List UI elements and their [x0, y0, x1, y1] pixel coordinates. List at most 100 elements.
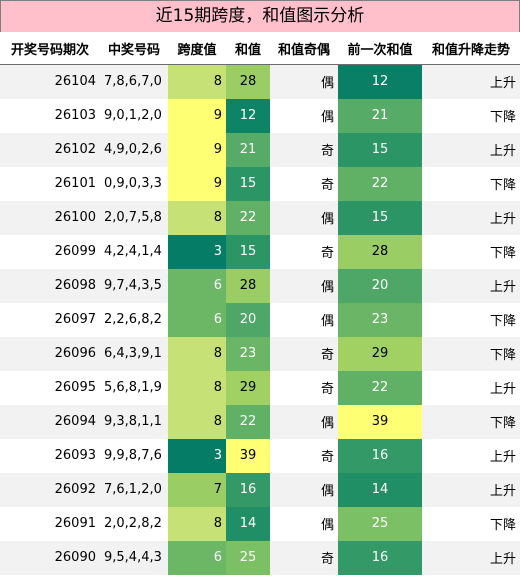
- numbers-cell: 2,2,6,8,2: [100, 302, 168, 337]
- span-cell: 8: [168, 404, 226, 439]
- parity-cell: 偶: [270, 404, 338, 439]
- sum-cell: 29: [226, 370, 270, 405]
- parity-cell: 奇: [270, 438, 338, 473]
- table-body: 26104 7,8,6,7,0 8 28 偶 12 上升 26103 9,0,1,2,0 9 12 偶…: [0, 64, 520, 575]
- parity-cell: 偶: [270, 268, 338, 303]
- table-row: 26104 7,8,6,7,0 8 28 偶 12 上升: [0, 64, 520, 99]
- trend-cell: 上升: [422, 200, 520, 235]
- prev-sum-cell: 22: [338, 166, 422, 201]
- numbers-cell: 2,0,7,5,8: [100, 200, 168, 235]
- prev-sum-cell: 15: [338, 200, 422, 235]
- prev-sum-cell: 15: [338, 132, 422, 167]
- table-row: 26099 4,2,4,1,4 3 15 奇 28 下降: [0, 234, 520, 269]
- table-row: 26093 9,9,8,7,6 3 39 奇 16 上升: [0, 438, 520, 473]
- header-period: 开奖号码期次: [0, 32, 100, 65]
- sum-cell: 28: [226, 268, 270, 303]
- trend-cell: 上升: [422, 540, 520, 575]
- period-cell: 26100: [0, 200, 100, 235]
- span-cell: 8: [168, 506, 226, 541]
- period-cell: 26092: [0, 472, 100, 507]
- prev-sum-cell: 20: [338, 268, 422, 303]
- trend-cell: 上升: [422, 472, 520, 507]
- span-cell: 6: [168, 268, 226, 303]
- table-row: 26097 2,2,6,8,2 6 20 偶 23 下降: [0, 302, 520, 337]
- numbers-cell: 7,8,6,7,0: [100, 64, 168, 99]
- prev-sum-cell: 12: [338, 64, 422, 99]
- table-row: 26092 7,6,1,2,0 7 16 偶 14 上升: [0, 472, 520, 507]
- header-trend: 和值升降走势: [422, 32, 520, 65]
- numbers-cell: 9,0,1,2,0: [100, 98, 168, 133]
- period-cell: 26097: [0, 302, 100, 337]
- period-cell: 26102: [0, 132, 100, 167]
- trend-cell: 下降: [422, 336, 520, 371]
- table-row: 26090 9,5,4,4,3 6 25 奇 16 上升: [0, 540, 520, 575]
- table-row: 26096 6,4,3,9,1 8 23 奇 29 下降: [0, 336, 520, 371]
- period-cell: 26099: [0, 234, 100, 269]
- parity-cell: 偶: [270, 200, 338, 235]
- period-cell: 26101: [0, 166, 100, 201]
- prev-sum-cell: 22: [338, 370, 422, 405]
- table-row: 26098 9,7,4,3,5 6 28 偶 20 上升: [0, 268, 520, 303]
- trend-cell: 上升: [422, 132, 520, 167]
- table-row: 26102 4,9,0,2,6 9 21 奇 15 上升: [0, 132, 520, 167]
- span-cell: 8: [168, 200, 226, 235]
- trend-cell: 上升: [422, 64, 520, 99]
- sum-cell: 15: [226, 166, 270, 201]
- parity-cell: 偶: [270, 506, 338, 541]
- table-row: 26095 5,6,8,1,9 8 29 奇 22 上升: [0, 370, 520, 405]
- parity-cell: 偶: [270, 64, 338, 99]
- header-sum: 和值: [226, 32, 270, 65]
- numbers-cell: 7,6,1,2,0: [100, 472, 168, 507]
- parity-cell: 奇: [270, 234, 338, 269]
- sum-cell: 20: [226, 302, 270, 337]
- period-cell: 26090: [0, 540, 100, 575]
- numbers-cell: 0,9,0,3,3: [100, 166, 168, 201]
- numbers-cell: 9,5,4,4,3: [100, 540, 168, 575]
- sum-cell: 25: [226, 540, 270, 575]
- numbers-cell: 4,2,4,1,4: [100, 234, 168, 269]
- numbers-cell: 9,9,8,7,6: [100, 438, 168, 473]
- prev-sum-cell: 21: [338, 98, 422, 133]
- numbers-cell: 2,0,2,8,2: [100, 506, 168, 541]
- numbers-cell: 5,6,8,1,9: [100, 370, 168, 405]
- span-cell: 9: [168, 132, 226, 167]
- span-cell: 3: [168, 438, 226, 473]
- span-cell: 8: [168, 336, 226, 371]
- table-row: 26100 2,0,7,5,8 8 22 偶 15 上升: [0, 200, 520, 235]
- table-row: 26094 9,3,8,1,1 8 22 偶 39 下降: [0, 404, 520, 439]
- period-cell: 26095: [0, 370, 100, 405]
- header-span: 跨度值: [168, 32, 226, 65]
- header-prev-sum: 前一次和值: [338, 32, 422, 65]
- trend-cell: 上升: [422, 438, 520, 473]
- table-header: 开奖号码期次 中奖号码 跨度值 和值 和值奇偶 前一次和值 和值升降走势: [0, 32, 520, 65]
- parity-cell: 奇: [270, 336, 338, 371]
- span-cell: 8: [168, 370, 226, 405]
- sum-cell: 15: [226, 234, 270, 269]
- trend-cell: 下降: [422, 98, 520, 133]
- sum-cell: 14: [226, 506, 270, 541]
- parity-cell: 偶: [270, 472, 338, 507]
- parity-cell: 奇: [270, 540, 338, 575]
- prev-sum-cell: 23: [338, 302, 422, 337]
- period-cell: 26096: [0, 336, 100, 371]
- trend-cell: 下降: [422, 302, 520, 337]
- numbers-cell: 4,9,0,2,6: [100, 132, 168, 167]
- span-cell: 6: [168, 302, 226, 337]
- period-cell: 26098: [0, 268, 100, 303]
- page-title: 近15期跨度，和值图示分析: [0, 0, 520, 33]
- table-row: 26091 2,0,2,8,2 8 14 偶 25 下降: [0, 506, 520, 541]
- sum-cell: 23: [226, 336, 270, 371]
- trend-cell: 下降: [422, 166, 520, 201]
- span-cell: 6: [168, 540, 226, 575]
- prev-sum-cell: 25: [338, 506, 422, 541]
- period-cell: 26094: [0, 404, 100, 439]
- analysis-table: 开奖号码期次 中奖号码 跨度值 和值 和值奇偶 前一次和值 和值升降走势 261…: [0, 32, 520, 575]
- header-parity: 和值奇偶: [270, 32, 338, 65]
- prev-sum-cell: 29: [338, 336, 422, 371]
- span-cell: 9: [168, 98, 226, 133]
- table-row: 26103 9,0,1,2,0 9 12 偶 21 下降: [0, 98, 520, 133]
- span-cell: 7: [168, 472, 226, 507]
- sum-cell: 21: [226, 132, 270, 167]
- sum-cell: 16: [226, 472, 270, 507]
- prev-sum-cell: 39: [338, 404, 422, 439]
